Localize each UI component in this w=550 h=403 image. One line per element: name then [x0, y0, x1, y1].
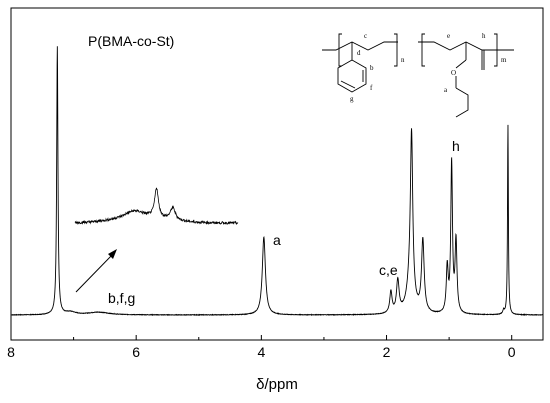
spectrum-line [10, 46, 544, 317]
chart-title: P(BMA-co-St) [88, 33, 174, 49]
x-tick-label: 6 [132, 344, 140, 360]
svg-text:b: b [370, 64, 374, 72]
plot-frame [10, 7, 544, 341]
peak-label-ce: c,e [379, 262, 398, 278]
inset-arrow [75, 249, 117, 293]
structure-labels: c d n e h m b f g a O [350, 32, 507, 103]
inset-spectrum-line [74, 187, 239, 226]
svg-text:e: e [447, 32, 450, 40]
peak-label-h: h [452, 138, 460, 154]
svg-text:g: g [350, 95, 354, 103]
svg-text:d: d [357, 49, 361, 57]
svg-text:c: c [364, 32, 367, 40]
x-axis-ticks: 8 6 4 2 0 [7, 335, 516, 360]
x-tick-label: 4 [257, 344, 265, 360]
copolymer-structure [322, 33, 514, 118]
x-tick-label: 8 [7, 344, 15, 360]
svg-text:n: n [401, 56, 405, 64]
svg-text:f: f [370, 84, 373, 92]
x-tick-label: 0 [508, 344, 516, 360]
svg-text:m: m [501, 56, 507, 64]
svg-text:a: a [444, 86, 448, 94]
svg-text:O: O [451, 69, 456, 77]
peak-label-a: a [273, 232, 281, 248]
x-axis-label: δ/ppm [256, 376, 298, 393]
svg-text:h: h [482, 32, 486, 40]
peak-label-bfg: b,f,g [108, 290, 135, 306]
x-tick-label: 2 [383, 344, 391, 360]
